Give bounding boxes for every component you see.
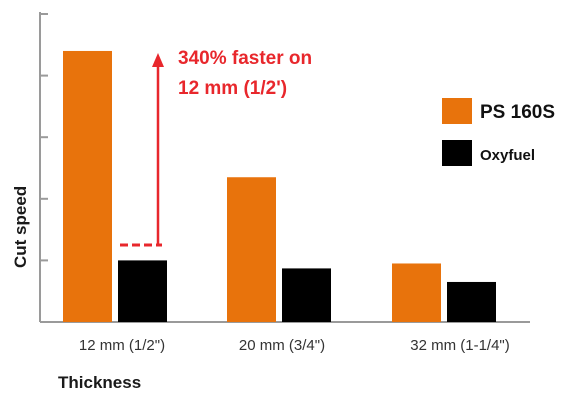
legend: PS 160S Oxyfuel — [442, 98, 555, 166]
bar-group — [63, 50, 496, 323]
legend-swatch-oxyfuel — [442, 140, 472, 166]
bar-ps160s-3 — [392, 263, 441, 322]
legend-label-ps160s: PS 160S — [480, 102, 555, 123]
x-tick-labels: 12 mm (1/2") 20 mm (3/4") 32 mm (1-1/4") — [79, 337, 510, 354]
y-axis-label: Cut speed — [11, 186, 30, 268]
x-axis-label: Thickness — [58, 373, 141, 392]
x-tick-label-3: 32 mm (1-1/4") — [410, 337, 510, 354]
bar-oxyfuel-2 — [282, 268, 331, 322]
bar-ps160s-2 — [227, 177, 276, 322]
annotation-text-line-2: 12 mm (1/2') — [178, 78, 287, 99]
bar-ps160s-1 — [63, 50, 112, 323]
annotation: 340% faster on 12 mm (1/2') — [120, 48, 312, 247]
annotation-text-line-1: 340% faster on — [178, 48, 312, 69]
legend-label-oxyfuel: Oxyfuel — [480, 147, 535, 164]
x-tick-label-1: 12 mm (1/2") — [79, 337, 165, 354]
x-tick-label-2: 20 mm (3/4") — [239, 337, 325, 354]
y-axis-ticks — [40, 13, 48, 262]
bar-oxyfuel-3 — [447, 281, 496, 322]
legend-swatch-ps160s — [442, 98, 472, 124]
bar-oxyfuel-1 — [118, 260, 167, 322]
annotation-arrow-head — [152, 52, 164, 67]
